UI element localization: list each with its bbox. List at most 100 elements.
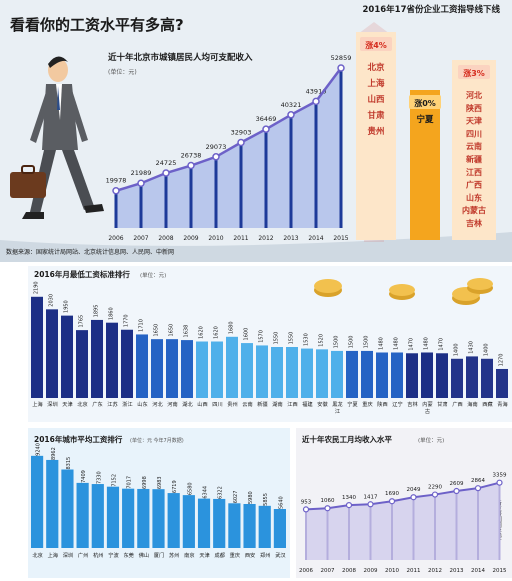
city-wage-value-label: 8315: [66, 457, 72, 470]
migrant-income-value-label: 2290: [428, 485, 442, 491]
min-wage-value-label: 1430: [469, 341, 475, 354]
min-wage-region-label-cont: 江: [335, 408, 340, 415]
city-wage-value-label: 8962: [51, 447, 57, 460]
min-wage-value-label: 1500: [364, 336, 370, 349]
city-wage-bar: [122, 488, 135, 548]
min-wage-region-label: 江西: [287, 401, 297, 408]
beijing-income-year-label: 2010: [208, 235, 223, 242]
min-wage-value-label: 1570: [259, 330, 265, 343]
min-wage-bar: [391, 352, 403, 398]
beijing-income-point: [312, 97, 320, 106]
beijing-income-year-label: 2009: [183, 235, 198, 242]
min-wage-value-label: 1270: [499, 354, 505, 367]
min-wage-region-label: 上海: [32, 400, 42, 408]
migrant-income-point: [410, 494, 417, 501]
beijing-income-year-label: 2011: [233, 235, 248, 242]
city-wage-bar: [106, 486, 120, 548]
beijing-income-point: [287, 111, 295, 119]
wage-guideline-panel: [356, 22, 496, 242]
city-wage-bar: [31, 455, 44, 548]
city-wage-bar: [273, 509, 286, 548]
min-wage-value-label: 2190: [34, 281, 40, 294]
min-wage-bar: [166, 339, 178, 398]
city-wage-value-label: 6344: [203, 486, 209, 499]
min-wage-region-label: 贵州: [227, 400, 237, 408]
city-wage-value-label: 7152: [111, 474, 117, 487]
min-wage-value-label: 1470: [439, 338, 445, 351]
min-wage-region-label: 宁夏: [347, 400, 358, 408]
beijing-income-value-label: 26738: [181, 152, 202, 160]
city-wage-title: 2016年城市平均工资排行: [34, 434, 123, 444]
min-wage-region-label: 北京: [77, 400, 87, 408]
migrant-income-year-label: 2008: [342, 568, 356, 574]
min-wage-bar: [46, 309, 58, 398]
min-wage-value-label: 1950: [64, 300, 70, 313]
beijing-income-value-label: 43910: [306, 87, 327, 95]
min-wage-value-label: 1400: [454, 343, 460, 356]
min-wage-region-label: 新疆: [257, 400, 267, 408]
min-wage-bar: [256, 345, 268, 398]
min-wage-region-label: 福建: [302, 400, 312, 408]
min-wage-value-label: 1895: [94, 305, 100, 318]
min-wage-region-label: 云南: [242, 400, 252, 408]
beijing-income-year-label: 2014: [308, 235, 323, 242]
coins-illustration: [314, 278, 493, 305]
min-wage-region-label: 吉林: [407, 400, 418, 408]
beijing-income-point: [112, 186, 120, 195]
min-wage-bar: [451, 358, 463, 398]
beijing-income-year-label: 2006: [108, 235, 123, 242]
migrant-income-year-label: 2009: [364, 568, 378, 574]
city-wage-city-label: 苏州: [169, 551, 179, 559]
beijing-income-value-label: 29073: [206, 143, 227, 151]
city-wage-city-label: 天津: [199, 552, 209, 559]
city-wage-bar: [167, 493, 180, 548]
min-wage-value-label: 1600: [244, 328, 250, 341]
min-wage-bar: [406, 353, 418, 398]
city-wage-value-label: 6322: [218, 486, 224, 499]
city-wage-city-label: 南京: [184, 551, 194, 559]
min-wage-bar: [421, 352, 433, 398]
city-wage-value-label: 6983: [157, 476, 163, 489]
min-wage-region-label: 西藏: [482, 400, 493, 408]
source-text: 数据来源：国家统计局网站、北京统计信息网、人民网、中新网: [6, 248, 174, 256]
min-wage-bar: [196, 341, 208, 398]
group-3pct-column: [452, 60, 496, 240]
min-wage-bar: [226, 336, 238, 398]
briefcase-icon: [10, 172, 46, 198]
migrant-income-value-label: 1417: [364, 494, 378, 500]
min-wage-value-label: 1765: [79, 315, 85, 328]
min-wage-value-label: 1480: [424, 337, 430, 350]
migrant-income-year-label: 2014: [471, 568, 485, 574]
city-wage-city-label: 佛山: [139, 551, 149, 559]
beijing-income-year-label: 2008: [158, 235, 173, 242]
min-wage-value-label: 1770: [124, 314, 130, 327]
beijing-income-value-label: 21989: [131, 169, 152, 177]
min-wage-bar: [466, 356, 478, 398]
city-wage-bar: [61, 469, 74, 548]
group-0pct-column: [410, 90, 440, 240]
migrant-income-unit: (单位：元): [418, 436, 444, 444]
migrant-income-point: [496, 479, 503, 486]
city-wage-city-label: 北京: [32, 551, 42, 559]
city-wage-value-label: 7330: [96, 471, 102, 484]
min-wage-region-label: 四川: [212, 401, 222, 408]
city-wage-city-label: 深圳: [63, 551, 73, 559]
min-wage-value-label: 1500: [334, 336, 340, 349]
min-wage-region-label: 江苏: [107, 400, 117, 408]
min-wage-region-label: 辽宁: [392, 400, 402, 408]
min-wage-region-label: 广西: [452, 400, 462, 408]
min-wage-region-label: 天津: [62, 401, 72, 408]
min-wage-value-label: 1500: [349, 336, 355, 349]
city-wage-city-label: 武汉: [275, 551, 286, 559]
migrant-income-value-label: 1690: [385, 491, 399, 497]
guideline-province: 上海: [367, 78, 385, 89]
min-wage-bar: [106, 322, 118, 398]
min-wage-bar: [31, 296, 43, 398]
migrant-income-year-label: 2010: [385, 568, 399, 574]
city-wage-city-label: 厦门: [154, 551, 164, 559]
min-wage-bar: [301, 348, 313, 398]
city-wage-bar: [197, 498, 211, 548]
min-wage-bar: [331, 350, 343, 398]
migrant-income-value-label: 1340: [342, 495, 356, 501]
